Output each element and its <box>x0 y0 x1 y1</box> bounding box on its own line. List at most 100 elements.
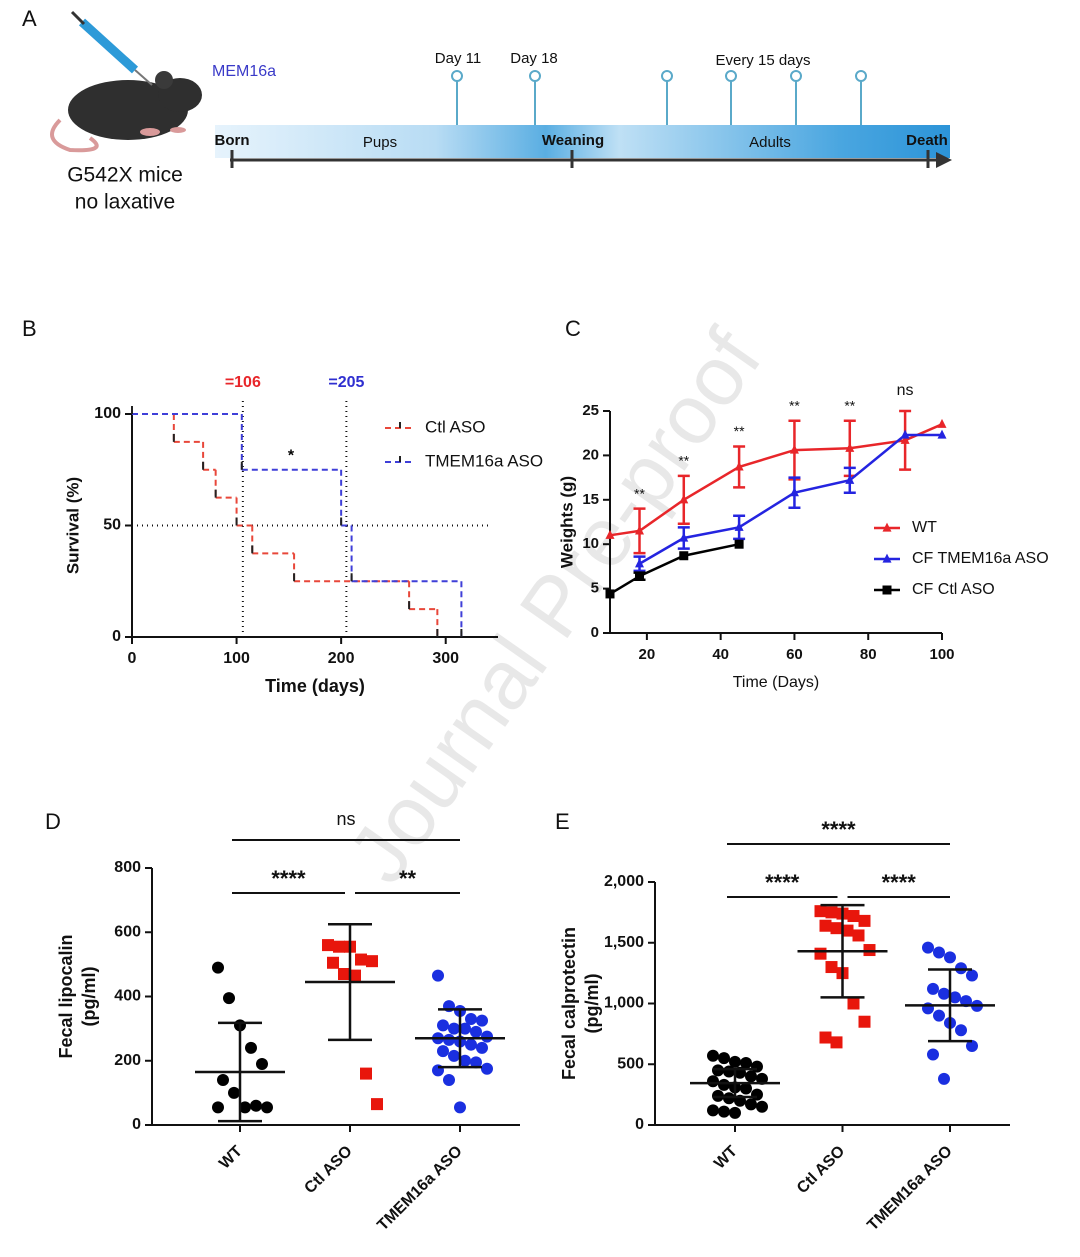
marker <box>437 1019 449 1032</box>
y-tick-label: 0 <box>635 1116 644 1133</box>
marker <box>858 914 871 927</box>
y-axis-label: Fecal lipocalin <box>56 934 76 1058</box>
marker <box>481 1062 493 1075</box>
marker <box>745 1098 757 1111</box>
marker <box>927 982 939 995</box>
y-tick-label: 200 <box>114 1052 141 1069</box>
marker <box>955 1024 967 1037</box>
marker <box>841 924 854 937</box>
legend-label: CF Ctl ASO <box>912 581 995 598</box>
marker <box>756 1072 768 1085</box>
marker <box>679 551 689 561</box>
x-tick-label: 100 <box>223 650 250 667</box>
marker <box>366 955 378 968</box>
y-axis-label: Weights (g) <box>557 476 576 568</box>
y-tick-label: 0 <box>591 624 599 641</box>
marker <box>933 946 945 959</box>
legend-label: TMEM16a ASO <box>425 451 543 470</box>
mouse-label: no laxative <box>75 191 175 214</box>
y-tick-label: 25 <box>582 402 599 419</box>
marker <box>900 429 910 439</box>
marker <box>723 1065 735 1078</box>
marker <box>212 1101 224 1114</box>
marker <box>349 969 361 982</box>
legend-label: Ctl ASO <box>425 417 485 436</box>
marker <box>338 968 350 981</box>
significance-label: ** <box>678 453 689 469</box>
error-bar <box>713 1067 757 1099</box>
marker <box>756 1100 768 1113</box>
marker <box>718 1078 730 1091</box>
panel-label: E <box>555 809 570 834</box>
marker <box>845 474 855 484</box>
marker <box>432 969 444 982</box>
marker <box>327 956 339 969</box>
comparison-label: ** <box>399 866 417 891</box>
marker <box>937 418 947 428</box>
marker <box>882 585 892 595</box>
stage-label: Adults <box>749 134 791 151</box>
x-tick-label: 300 <box>432 650 459 667</box>
marker <box>465 1038 477 1051</box>
injection-day: Day 11 <box>435 50 481 67</box>
marker <box>922 941 934 954</box>
x-tick-label: 60 <box>786 646 803 663</box>
marker <box>882 522 892 532</box>
stage-label: Pups <box>363 134 397 151</box>
stage-label: Death <box>906 132 948 149</box>
marker <box>635 558 645 568</box>
y-tick-label: 50 <box>103 517 121 534</box>
x-tick-label: TMEM16a ASO <box>374 1143 465 1234</box>
marker <box>223 992 235 1005</box>
marker <box>448 1022 460 1035</box>
marker <box>845 442 855 452</box>
marker <box>830 922 843 935</box>
x-tick-label: 40 <box>712 646 729 663</box>
marker <box>459 1054 471 1067</box>
panel-label: D <box>45 809 61 834</box>
marker <box>966 1040 978 1053</box>
marker <box>966 969 978 982</box>
y-tick-label: 600 <box>114 923 141 940</box>
marker <box>470 1025 482 1038</box>
y-tick-label: 1,000 <box>604 995 644 1012</box>
significance-label: ** <box>844 397 855 413</box>
error-bar <box>218 1021 262 1123</box>
marker <box>729 1055 741 1068</box>
marker <box>443 1033 455 1046</box>
y-tick-label: 0 <box>132 1116 141 1133</box>
marker <box>333 940 345 953</box>
marker <box>718 1105 730 1118</box>
marker <box>256 1057 268 1070</box>
marker <box>470 1056 482 1069</box>
marker <box>679 532 689 542</box>
marker <box>239 1101 251 1114</box>
marker <box>944 951 956 964</box>
stage-label: Weaning <box>542 132 604 149</box>
x-tick-label: 0 <box>128 650 137 667</box>
x-tick-label: 80 <box>860 646 877 663</box>
injection-pins <box>451 70 867 125</box>
comparison-label: **** <box>271 866 306 891</box>
injection-day: Every 15 days <box>715 52 810 69</box>
marker <box>847 997 860 1010</box>
annotation: =205 <box>328 374 364 391</box>
marker <box>814 947 827 960</box>
y-tick-label: 15 <box>582 491 599 508</box>
marker <box>734 461 744 471</box>
marker <box>707 1075 719 1088</box>
marker <box>371 1098 383 1111</box>
marker <box>814 905 827 918</box>
mouse-illustration <box>50 10 202 153</box>
marker <box>825 906 838 919</box>
x-tick-label: Ctl ASO <box>301 1143 355 1197</box>
injection-label: MEM16a <box>212 63 276 80</box>
marker <box>228 1086 240 1099</box>
marker <box>245 1041 257 1054</box>
marker <box>882 553 892 563</box>
y-tick-label: 5 <box>591 580 599 597</box>
x-tick-label: WT <box>216 1143 246 1173</box>
comparison-label: **** <box>821 817 856 842</box>
timeline-ticks <box>230 150 930 168</box>
